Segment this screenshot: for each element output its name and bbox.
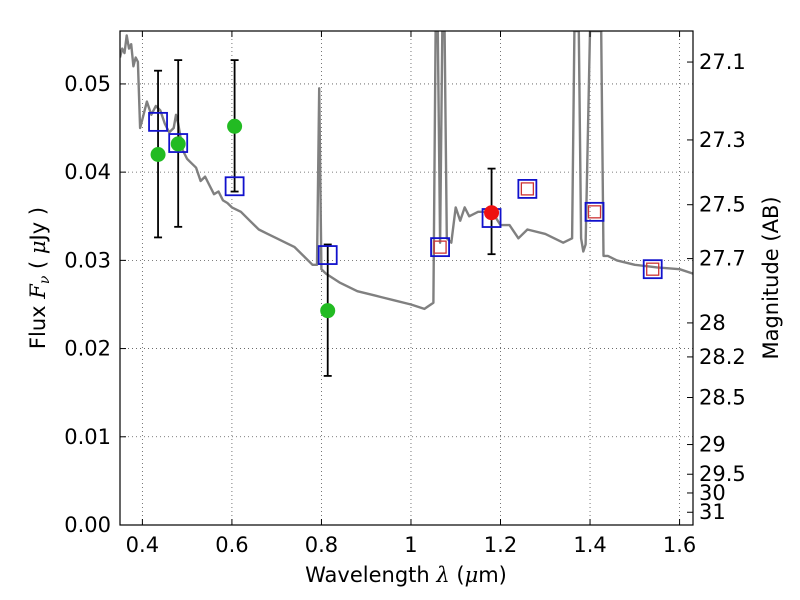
model-band-flux-square bbox=[224, 176, 245, 197]
y-tick-label: 0.05 bbox=[64, 72, 111, 96]
model-band-flux-square bbox=[642, 259, 663, 280]
model-band-flux-square bbox=[430, 237, 450, 258]
magnitude-tick-label: 27.7 bbox=[699, 247, 746, 271]
model-band-flux-square bbox=[517, 179, 538, 199]
x-axis-label: Wavelength λ (μm) bbox=[305, 563, 507, 587]
magnitude-tick-label: 28.5 bbox=[699, 385, 746, 409]
x-axis-ticks: 0.4 0.6 0.8 1 1.2 1.4 1.6 bbox=[126, 31, 696, 557]
model-band-flux-square bbox=[584, 201, 605, 222]
magnitude-tick-label: 31 bbox=[699, 500, 726, 524]
magnitude-tick-label: 29 bbox=[699, 433, 726, 457]
x-tick-label: 0.4 bbox=[126, 533, 159, 557]
observed-flux-point bbox=[227, 118, 243, 134]
y-tick-label: 0.04 bbox=[64, 160, 111, 184]
magnitude-tick-label: 27.3 bbox=[699, 128, 746, 152]
grid-lines bbox=[120, 31, 693, 526]
band-flux-inner-square bbox=[433, 240, 447, 254]
observed-flux-point bbox=[170, 136, 186, 152]
y-tick-label: 0.01 bbox=[64, 425, 111, 449]
observed-flux-point bbox=[320, 303, 336, 319]
detection-point bbox=[484, 205, 500, 221]
magnitude-tick-label: 27.1 bbox=[699, 50, 746, 74]
x-tick-label: 1.4 bbox=[573, 533, 606, 557]
y-tick-label: 0.03 bbox=[64, 248, 111, 272]
band-flux-inner-square bbox=[587, 205, 602, 219]
y-axis-ticks: 0.00 0.01 0.02 0.03 0.04 0.05 bbox=[64, 72, 126, 537]
x-tick-label: 0.6 bbox=[215, 533, 248, 557]
magnitude-tick-label: 30 bbox=[699, 481, 726, 505]
right-axis-label: Magnitude (AB) bbox=[759, 196, 783, 359]
observed-flux-point bbox=[150, 147, 166, 162]
magnitude-tick-label: 29.5 bbox=[699, 462, 746, 486]
x-tick-label: 1 bbox=[404, 533, 417, 557]
x-tick-label: 1.6 bbox=[663, 533, 696, 557]
model-band-flux-square bbox=[317, 245, 338, 265]
x-tick-label: 0.8 bbox=[305, 533, 338, 557]
model-band-flux-square bbox=[148, 111, 168, 132]
y-tick-label: 0.02 bbox=[64, 337, 111, 361]
band-flux-inner-square bbox=[646, 262, 660, 276]
x-tick-label: 1.2 bbox=[484, 533, 517, 557]
model-sed-line bbox=[120, 31, 693, 311]
y-tick-label: 0.00 bbox=[64, 513, 111, 537]
magnitude-tick-label: 27.5 bbox=[699, 193, 746, 217]
magnitude-tick-label: 28 bbox=[699, 311, 726, 335]
model-band-flux-square bbox=[168, 133, 189, 153]
magnitude-tick-label: 28.2 bbox=[699, 345, 746, 369]
y-axis-label: Flux Fν ( μJy ) bbox=[26, 207, 53, 349]
band-flux-inner-square bbox=[520, 182, 535, 196]
plot-frame bbox=[119, 30, 694, 526]
plot-area bbox=[120, 31, 693, 377]
